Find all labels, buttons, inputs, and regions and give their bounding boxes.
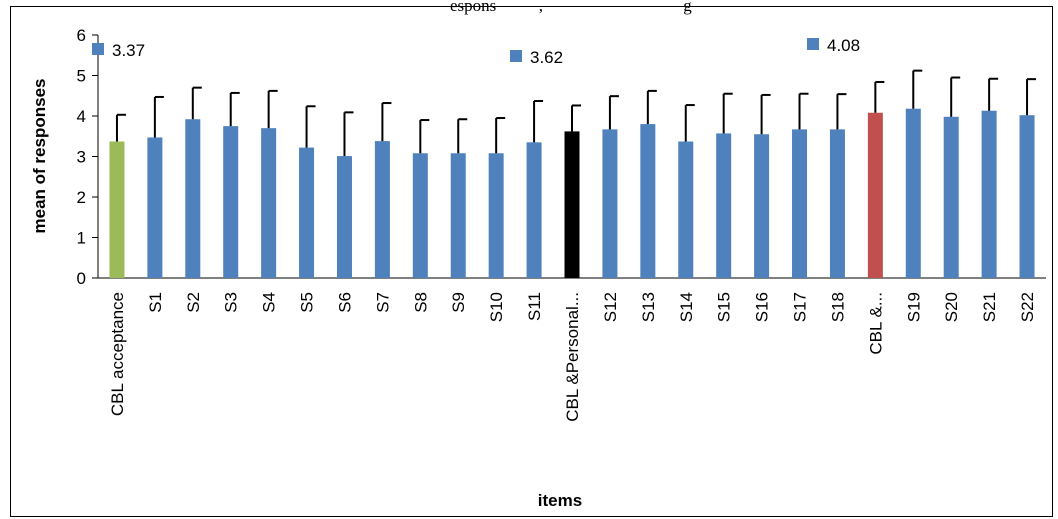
x-tick-label: S15 — [715, 292, 734, 322]
y-axis-title: mean of responses — [30, 79, 49, 234]
x-tick-label: S4 — [260, 292, 279, 313]
x-tick-label: S2 — [184, 292, 203, 313]
x-tick-label: CBL &Personal... — [563, 292, 582, 422]
y-tick-label: 4 — [77, 107, 86, 126]
x-tick-label: S10 — [487, 292, 506, 322]
bar — [147, 137, 163, 278]
x-tick-label: S19 — [904, 292, 923, 322]
bar — [336, 156, 352, 278]
bar — [450, 153, 466, 278]
error-bars — [115, 69, 1037, 157]
x-tick-label: S11 — [525, 292, 544, 321]
bar — [981, 110, 997, 278]
bar — [602, 129, 618, 278]
bar — [792, 129, 808, 278]
bar — [754, 134, 770, 278]
bar — [678, 141, 694, 278]
x-tick-label: S5 — [298, 292, 317, 313]
x-tick-label: S16 — [753, 292, 772, 322]
x-tick-label: S12 — [601, 292, 620, 322]
x-tick-label: S22 — [1018, 292, 1037, 322]
y-tick-label: 0 — [77, 269, 86, 288]
y-tick-label: 5 — [77, 67, 86, 86]
annotation-label: 3.62 — [530, 48, 563, 67]
bar — [109, 141, 125, 278]
bar — [488, 153, 504, 278]
bar — [374, 141, 390, 278]
annotation-marker — [510, 50, 522, 62]
x-tick-label: S1 — [146, 292, 165, 313]
data-label-annotations: 3.37 3.62 4.08 — [92, 36, 860, 67]
x-tick-label: S6 — [335, 292, 354, 313]
x-tick-label: S20 — [942, 292, 961, 322]
bar — [640, 124, 656, 278]
y-tick-label: 2 — [77, 188, 86, 207]
y-tick-label: 6 — [77, 26, 86, 45]
x-tick-label: S7 — [373, 292, 392, 313]
bar — [716, 133, 732, 278]
x-tick-label: CBL acceptance — [108, 292, 127, 416]
bar — [526, 142, 542, 278]
bar — [867, 112, 883, 278]
annotation-marker — [807, 38, 819, 50]
bar — [412, 153, 428, 278]
annotation-label: 4.08 — [827, 36, 860, 55]
annotation-label: 3.37 — [112, 41, 145, 60]
y-tick-label: 3 — [77, 148, 86, 167]
bar — [1019, 115, 1035, 278]
x-tick-label: S13 — [639, 292, 658, 322]
x-tick-label: S14 — [677, 292, 696, 322]
x-tick-label: S21 — [980, 292, 999, 322]
bar — [564, 131, 580, 278]
x-tick-label: S9 — [449, 292, 468, 313]
clipped-top-caption: espons , g — [450, 0, 692, 15]
x-axis-labels: CBL acceptance S1 S2 S3 S4 S5 S6 S7 S8 S9 S10 S11 CB… — [108, 292, 1037, 422]
x-axis-title: items — [538, 491, 582, 510]
x-tick-label: S18 — [828, 292, 847, 322]
x-tick-label: S8 — [411, 292, 430, 313]
x-tick-label: S17 — [791, 292, 810, 322]
annotation-marker — [92, 43, 104, 55]
bars — [109, 108, 1035, 279]
bar — [299, 147, 315, 278]
x-tick-label: CBL &... — [866, 292, 885, 355]
bar — [829, 129, 845, 278]
bar — [185, 119, 201, 279]
y-tick-label: 1 — [77, 229, 86, 248]
bar — [943, 116, 959, 278]
x-tick-label: S3 — [222, 292, 241, 313]
bar — [261, 128, 277, 278]
bar — [223, 126, 239, 278]
bar — [905, 108, 921, 279]
